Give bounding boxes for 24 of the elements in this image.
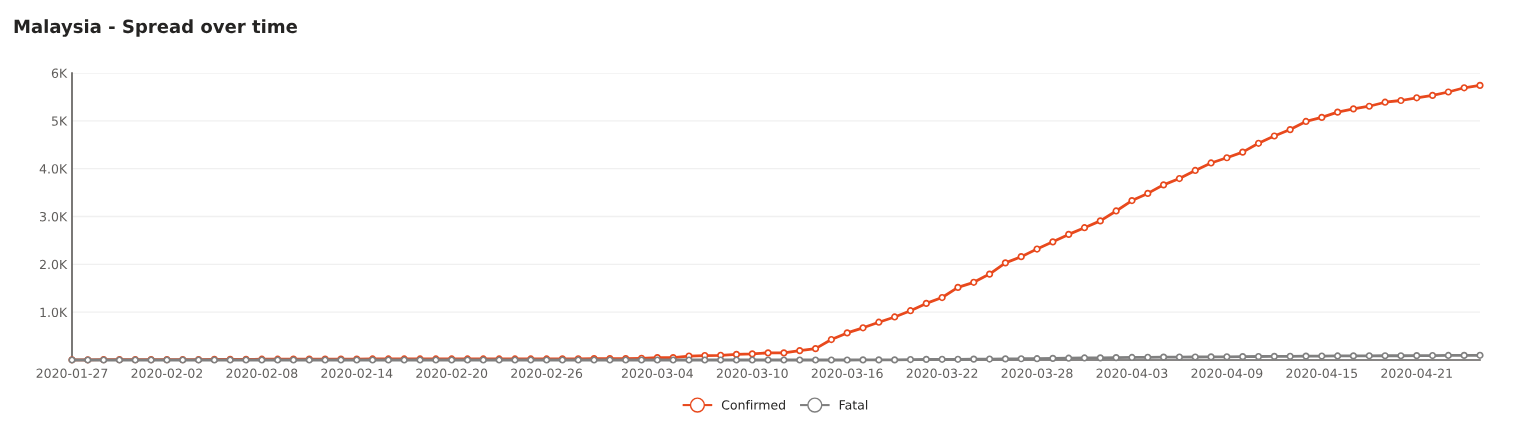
x-tick-label: 2020-04-21 xyxy=(1381,368,1452,379)
legend-label: Confirmed xyxy=(721,399,785,410)
y-tick-label: 5K xyxy=(51,116,68,126)
x-tick-label: 2020-01-27 xyxy=(36,368,108,379)
x-tick-label: 2020-04-15 xyxy=(1286,368,1358,379)
y-tick-label: 2.0K xyxy=(39,259,68,270)
x-tick-label: 2020-03-22 xyxy=(906,368,978,379)
x-tick-label: 2020-03-16 xyxy=(811,368,883,379)
y-tick-label: 1.0K xyxy=(40,307,68,318)
x-tick-label: 2020-04-09 xyxy=(1191,368,1263,379)
x-tick-label: 2020-02-26 xyxy=(511,368,583,379)
legend-label: Fatal xyxy=(839,399,868,410)
y-tick-label: 4.0K xyxy=(39,164,68,174)
x-tick-label: 2020-02-14 xyxy=(321,368,393,379)
x-tick-label: 2020-03-10 xyxy=(716,368,788,379)
x-tick-label: 2020-03-04 xyxy=(621,368,693,379)
x-tick-label: 2020-04-03 xyxy=(1096,368,1168,379)
x-tick-label: 2020-02-20 xyxy=(416,368,488,379)
x-tick-label: 2020-02-02 xyxy=(131,368,202,379)
y-tick-label: 6K xyxy=(51,68,68,78)
x-tick-label: 2020-03-28 xyxy=(1001,368,1073,379)
y-tick-label: 3.0K xyxy=(40,211,68,222)
x-tick-label: 2020-02-08 xyxy=(226,368,298,379)
chart-title: Malaysia - Spread over time xyxy=(14,19,297,37)
